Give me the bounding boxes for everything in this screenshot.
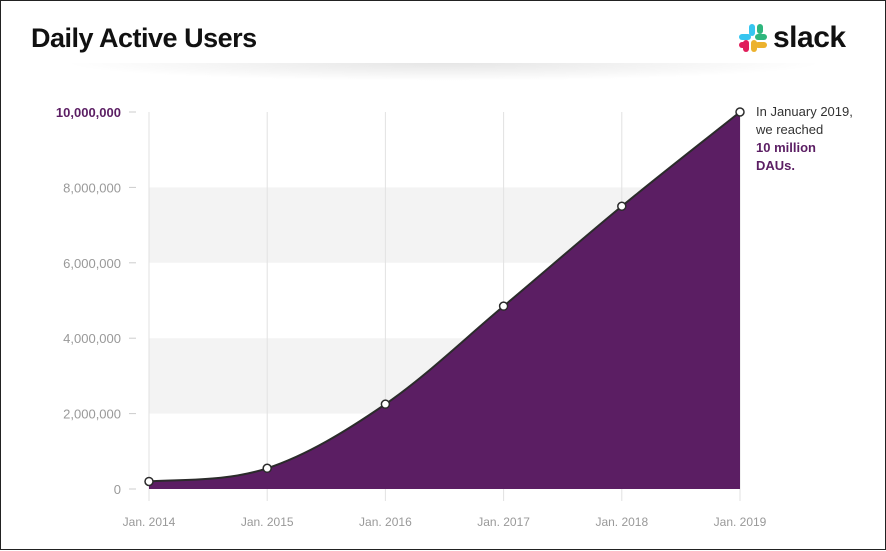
annotation-line: In January 2019, [756,104,853,119]
y-tick-label: 8,000,000 [63,180,121,195]
data-point [380,399,391,409]
data-point [144,476,154,487]
x-tick-label: Jan. 2015 [241,515,294,529]
y-tick-label: 2,000,000 [63,407,121,422]
data-point [498,301,509,311]
y-tick-label: 6,000,000 [63,256,121,271]
y-tick-label: 4,000,000 [63,331,121,346]
y-tick-label: 0 [114,482,121,497]
data-point [262,463,272,474]
header-shadow [61,63,827,81]
x-tick-label: Jan. 2019 [714,515,767,529]
logo-text: slack [773,21,846,54]
x-tick-label: Jan. 2017 [477,515,530,529]
area-fill [149,112,740,489]
x-tick-label: Jan. 2014 [123,515,176,529]
y-tick-label: 10,000,000 [56,105,121,120]
data-point [735,107,745,117]
data-point [617,201,627,211]
slack-hash-icon [739,24,767,52]
chart-title: Daily Active Users [31,23,257,53]
x-tick-label: Jan. 2018 [595,515,648,529]
annotation: In January 2019, we reached 10 million D… [756,103,853,175]
annotation-line: we reached [756,122,824,137]
annotation-highlight: DAUs. [756,158,796,173]
annotation-highlight: 10 million [756,140,816,155]
x-tick-label: Jan. 2016 [359,515,412,529]
slack-logo: slack [737,21,846,55]
